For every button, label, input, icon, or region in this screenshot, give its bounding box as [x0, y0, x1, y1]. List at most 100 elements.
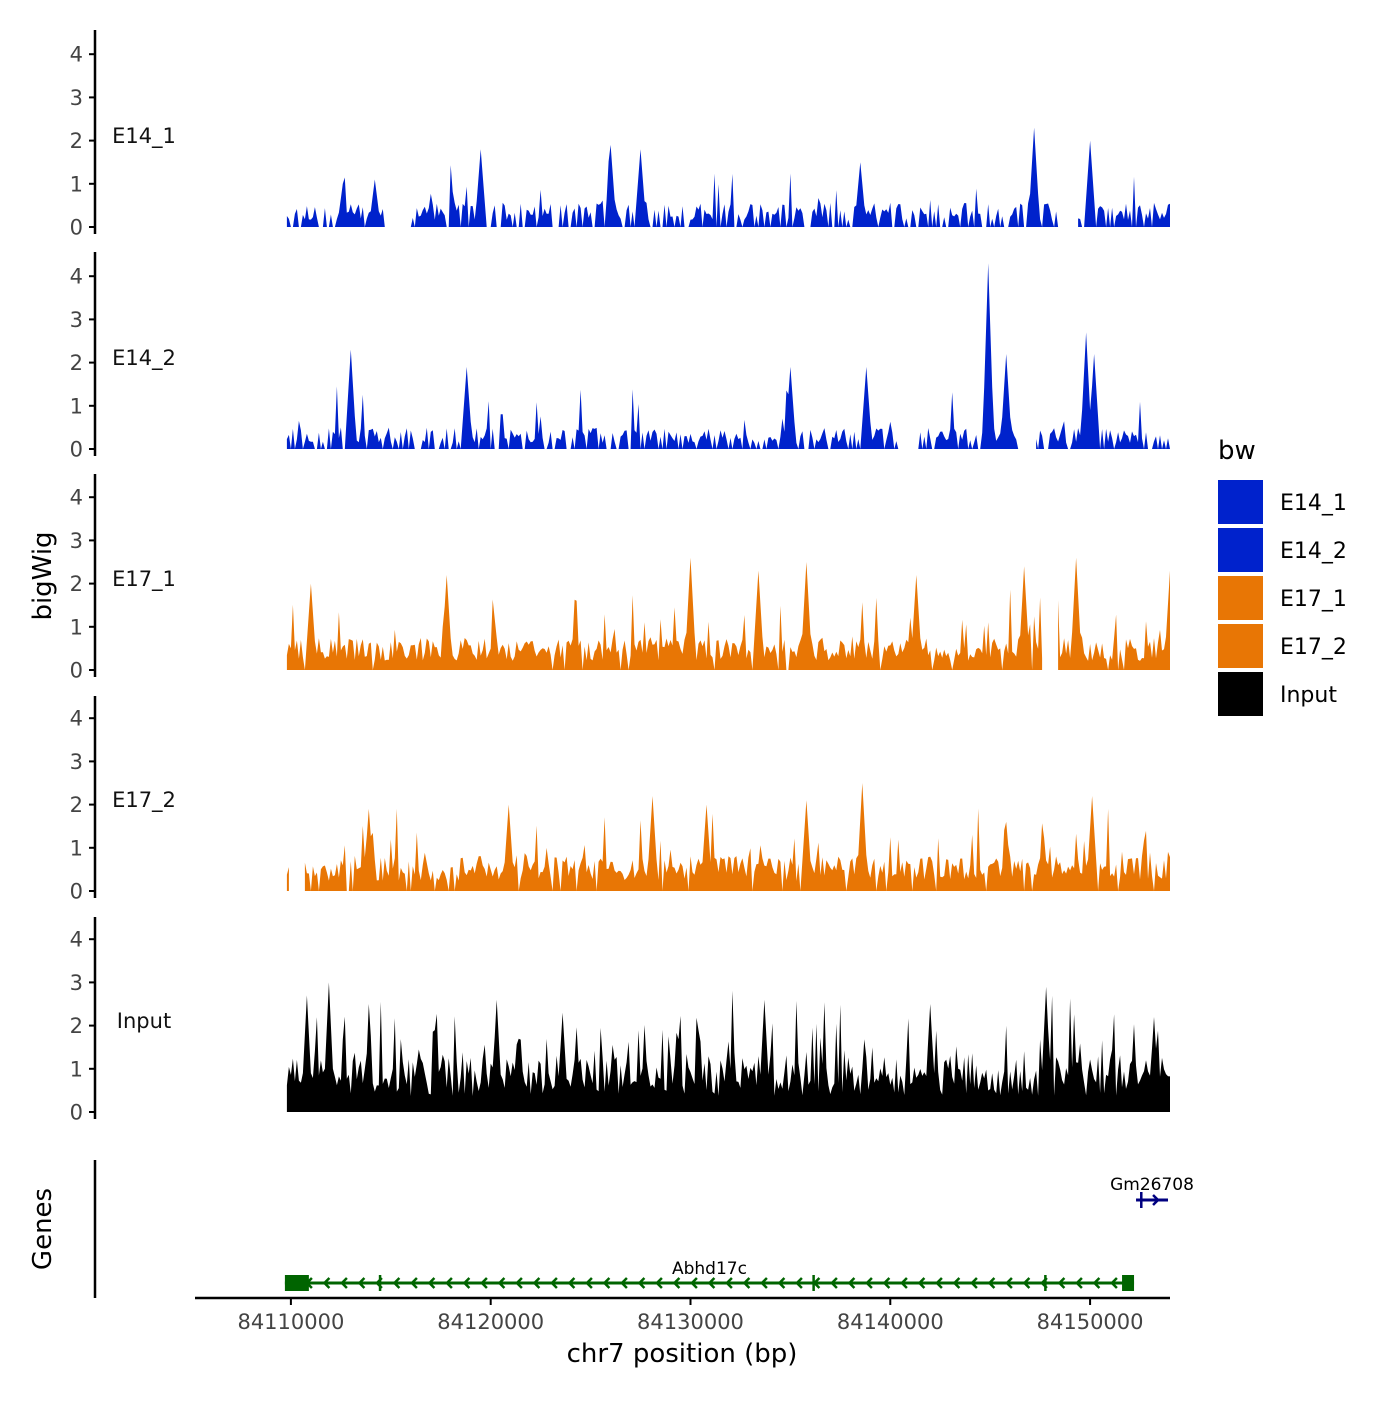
- exon: [284, 1275, 309, 1291]
- y-axis-label: bigWig: [28, 531, 58, 620]
- strand-chevron: [637, 1277, 646, 1289]
- area-segment: [286, 349, 899, 449]
- strand-chevron: [1075, 1277, 1083, 1289]
- strand-chevron: [865, 1277, 873, 1289]
- area-segment: [286, 982, 1170, 1112]
- legend-swatch: [1218, 624, 1263, 668]
- legend-swatch: [1218, 480, 1263, 524]
- area-segment: [1058, 557, 1170, 670]
- strand-chevron: [917, 1277, 926, 1289]
- y-tick-label: 3: [70, 86, 83, 110]
- y-tick-label: 1: [70, 615, 83, 639]
- strand-chevron: [847, 1277, 856, 1289]
- track-E14_2: 0 1 2 3 4 E14_2: [70, 252, 1170, 462]
- y-tick-label: 3: [70, 971, 83, 995]
- track-label: E17_2: [112, 788, 176, 813]
- y-tick-label: 1: [70, 172, 83, 196]
- strand-chevron: [515, 1277, 523, 1289]
- track-E17_2: 0 1 2 3 4 E17_2: [70, 696, 1170, 904]
- y-tick-label: 0: [70, 438, 83, 462]
- strand-chevron: [427, 1277, 436, 1289]
- track-E17_1: 0 1 2 3 4 E17_1: [70, 474, 1170, 683]
- y-tick-label: 1: [70, 1057, 83, 1081]
- legend-label: E14_2: [1280, 539, 1347, 564]
- strand-chevron: [672, 1277, 681, 1289]
- gene-Gm26708: Gm26708: [1110, 1175, 1194, 1208]
- x-tick-label: 84130000: [637, 1310, 744, 1334]
- legend-item-E14_2: E14_2: [1218, 528, 1347, 572]
- track-label: Input: [117, 1009, 171, 1033]
- gene-Abhd17c: Abhd17c: [284, 1259, 1135, 1291]
- x-axis: 84110000 84120000 84130000 84140000 84150000: [195, 1296, 1170, 1334]
- genes-axis-label: Genes: [28, 1188, 58, 1270]
- y-tick-label: 2: [70, 1014, 83, 1038]
- legend: bw E14_1 E14_2 E17_1 E17_2 Input: [1218, 436, 1347, 716]
- strand-chevron: [602, 1277, 611, 1289]
- legend-label: E14_1: [1280, 491, 1347, 516]
- y-tick-label: 4: [70, 707, 83, 731]
- x-tick-label: 84150000: [1037, 1310, 1144, 1334]
- legend-label: E17_2: [1280, 635, 1347, 660]
- legend-title: bw: [1218, 436, 1256, 466]
- strand-chevron: [1092, 1277, 1101, 1289]
- area-segment: [1036, 332, 1170, 449]
- strand-chevron: [1057, 1277, 1066, 1289]
- strand-chevron: [655, 1277, 663, 1289]
- strand-chevron: [620, 1277, 628, 1289]
- track-label: E14_1: [112, 124, 176, 149]
- y-tick-label: 2: [70, 129, 83, 153]
- legend-swatch: [1218, 576, 1263, 620]
- exon: [1122, 1275, 1135, 1291]
- area-segment: [286, 867, 289, 891]
- y-tick-label: 1: [70, 394, 83, 418]
- strand-chevron: [742, 1277, 751, 1289]
- legend-item-E17_2: E17_2: [1218, 624, 1347, 668]
- legend-swatch: [1218, 528, 1263, 572]
- strand-chevron: [567, 1277, 576, 1289]
- area-segment: [406, 127, 1059, 227]
- gene-label: Abhd17c: [672, 1259, 747, 1279]
- strand-chevron: [532, 1277, 541, 1289]
- x-axis-label: chr7 position (bp): [567, 1339, 798, 1369]
- strand-chevron: [340, 1277, 348, 1289]
- legend-label: Input: [1280, 683, 1337, 708]
- strand-chevron: [550, 1277, 558, 1289]
- strand-chevron: [445, 1277, 453, 1289]
- exon: [1140, 1192, 1143, 1208]
- strand-chevron: [1022, 1277, 1031, 1289]
- strand-chevron: [690, 1277, 698, 1289]
- y-tick-label: 3: [70, 750, 83, 774]
- legend-item-Input: Input: [1218, 672, 1337, 716]
- x-tick-label: 84120000: [437, 1310, 544, 1334]
- y-tick-label: 2: [70, 793, 83, 817]
- strand-chevron: [830, 1277, 838, 1289]
- strand-chevron: [970, 1277, 978, 1289]
- y-tick-label: 4: [70, 43, 83, 67]
- legend-label: E17_1: [1280, 587, 1347, 612]
- strand-chevron: [497, 1277, 506, 1289]
- strand-chevron: [707, 1277, 716, 1289]
- y-tick-label: 1: [70, 836, 83, 860]
- exon: [812, 1275, 815, 1291]
- strand-chevron: [1110, 1277, 1118, 1289]
- y-tick-label: 4: [70, 265, 83, 289]
- y-tick-label: 2: [70, 351, 83, 375]
- x-tick-label: 84140000: [837, 1310, 944, 1334]
- strand-chevron: [760, 1277, 768, 1289]
- y-tick-label: 0: [70, 659, 83, 683]
- legend-swatch: [1218, 672, 1263, 716]
- track-E14_1: 0 1 2 3 4 E14_1: [70, 30, 1170, 240]
- strand-chevron: [392, 1277, 401, 1289]
- x-tick-label: 84110000: [237, 1310, 344, 1334]
- area-segment: [918, 263, 1019, 449]
- y-tick-label: 2: [70, 572, 83, 596]
- y-tick-label: 0: [70, 880, 83, 904]
- strand-chevron: [585, 1277, 593, 1289]
- strand-chevron: [900, 1277, 908, 1289]
- y-tick-label: 4: [70, 928, 83, 952]
- y-tick-label: 3: [70, 529, 83, 553]
- strand-chevron: [935, 1277, 943, 1289]
- legend-item-E17_1: E17_1: [1218, 576, 1347, 620]
- strand-chevron: [882, 1277, 891, 1289]
